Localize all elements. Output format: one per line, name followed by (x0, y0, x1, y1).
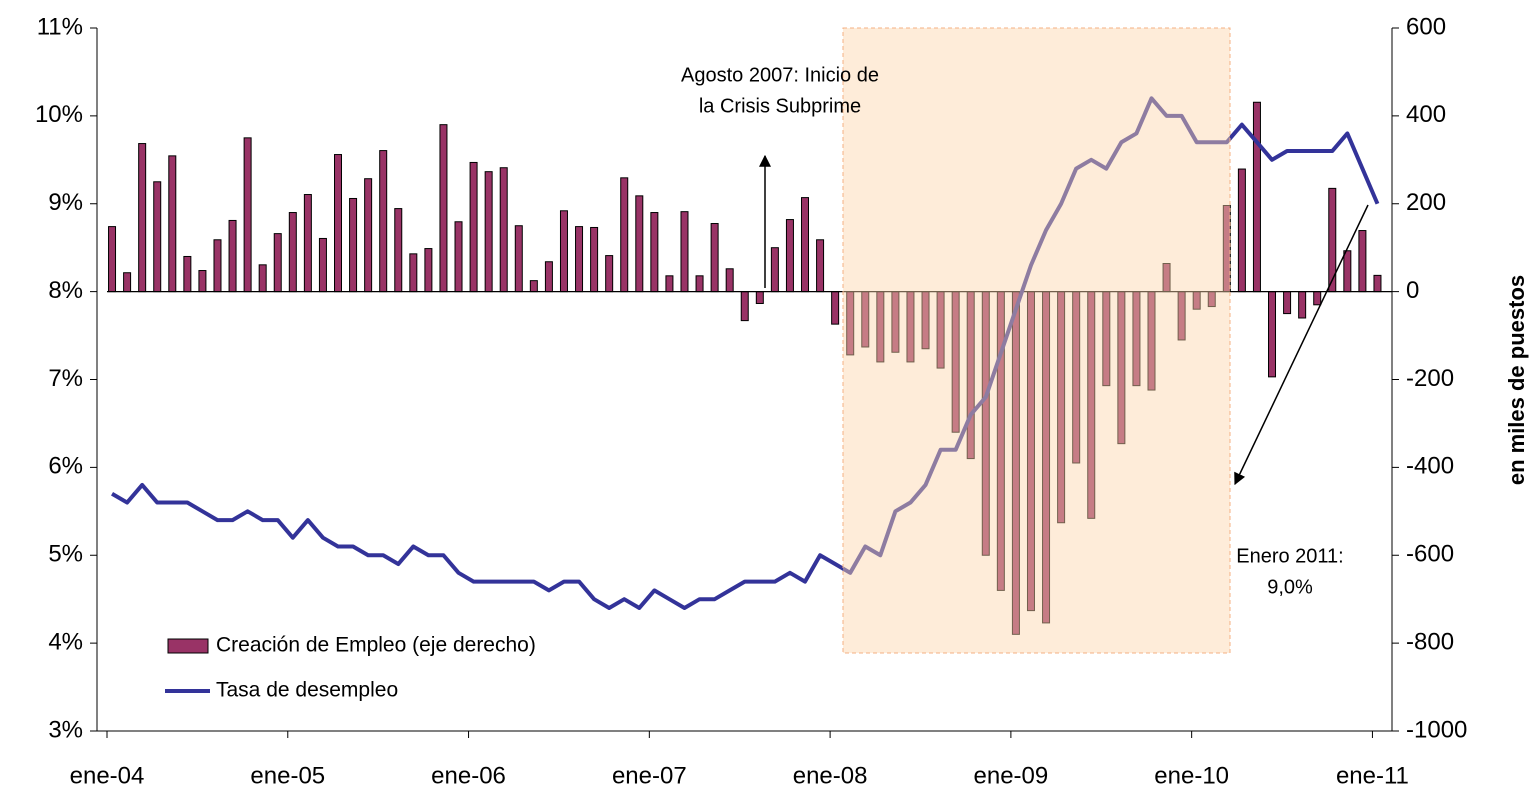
bar (318, 237, 327, 293)
x-tick-label: ene-07 (612, 762, 687, 789)
bar (740, 291, 749, 322)
y-tick-label: 10% (35, 101, 83, 128)
bar (544, 261, 553, 293)
bar (394, 208, 403, 293)
y-tick-label: 6% (48, 453, 83, 480)
bar (138, 143, 147, 293)
bar (303, 194, 312, 293)
bar (770, 247, 779, 293)
y2-tick-label: 200 (1406, 189, 1446, 216)
y2-tick-label: -600 (1406, 541, 1454, 568)
y2-tick-label: -200 (1406, 365, 1454, 392)
bar (755, 291, 764, 304)
bar (1358, 230, 1367, 293)
bar (620, 177, 629, 293)
bar (198, 270, 207, 293)
bar (1343, 250, 1352, 293)
line (111, 96, 1380, 610)
x-tick-label: ene-04 (70, 762, 145, 789)
bar (785, 219, 794, 293)
x-tick-label: ene-09 (974, 762, 1049, 789)
bar (816, 239, 825, 293)
bar (1298, 291, 1307, 319)
y2-axis-label: en miles de puestos (1504, 275, 1529, 485)
bar (559, 210, 568, 293)
x-tick-label: ene-05 (250, 762, 325, 789)
bar (273, 233, 282, 293)
y2-tick-label: 0 (1406, 277, 1419, 304)
annotation-arrow (1234, 204, 1369, 486)
bar (379, 150, 388, 293)
y-tick-label: 11% (37, 13, 83, 40)
bar (168, 155, 177, 293)
bar (288, 212, 297, 293)
bar (499, 167, 508, 293)
bar (725, 268, 734, 293)
bar (575, 226, 584, 293)
bar (153, 181, 162, 293)
x-tick-label: ene-06 (431, 762, 506, 789)
x-tick-label: ene-11 (1336, 762, 1409, 789)
annotation: la Crisis Subprime (699, 95, 861, 117)
bar (1268, 291, 1277, 378)
y-tick-label: 9% (48, 189, 83, 216)
bar (349, 197, 358, 293)
annotation: Enero 2011: (1236, 545, 1344, 567)
bar (364, 178, 373, 293)
bar (213, 239, 222, 293)
bar (635, 195, 644, 293)
bar (243, 137, 252, 293)
bar (1237, 168, 1246, 293)
annotation: 9,0% (1267, 576, 1313, 598)
y2-tick-label: 600 (1406, 13, 1446, 40)
bar (1373, 274, 1382, 293)
bar (680, 211, 689, 293)
y2-tick-label: -1000 (1406, 716, 1467, 743)
bar (409, 253, 418, 293)
bar (1283, 291, 1292, 315)
bar (183, 255, 192, 293)
y-tick-label: 3% (48, 716, 83, 743)
bar (334, 154, 343, 293)
y-tick-label: 7% (48, 365, 83, 392)
y2-tick-label: 400 (1406, 101, 1446, 128)
bar (650, 212, 659, 293)
bar (123, 272, 132, 293)
bar (1313, 291, 1322, 306)
y-tick-label: 4% (48, 628, 83, 655)
shaded-period (842, 27, 1231, 654)
bar (469, 161, 478, 293)
bar (454, 221, 463, 293)
bar (258, 264, 267, 293)
bar (605, 255, 614, 293)
bar (665, 275, 674, 293)
bar (831, 291, 840, 325)
x-tick-label: ene-10 (1154, 762, 1229, 789)
legend-label: Tasa de desempleo (216, 679, 398, 702)
bar (710, 223, 719, 293)
bar (424, 248, 433, 293)
x-tick-label: ene-08 (793, 762, 868, 789)
bar (514, 225, 523, 293)
bar (801, 197, 810, 293)
bar (529, 280, 538, 293)
bar (695, 275, 704, 293)
legend-swatch (167, 638, 209, 654)
bar (228, 219, 237, 293)
legend-label: Creación de Empleo (eje derecho) (216, 634, 536, 657)
y2-tick-label: -800 (1406, 628, 1454, 655)
bar (108, 226, 117, 293)
y-tick-label: 8% (48, 277, 83, 304)
bar (439, 124, 448, 293)
y-tick-label: 5% (48, 541, 83, 568)
y2-tick-label: -400 (1406, 453, 1454, 480)
annotation: Agosto 2007: Inicio de (681, 64, 879, 86)
bar (1252, 101, 1261, 293)
bar (590, 226, 599, 293)
bar (484, 171, 493, 293)
